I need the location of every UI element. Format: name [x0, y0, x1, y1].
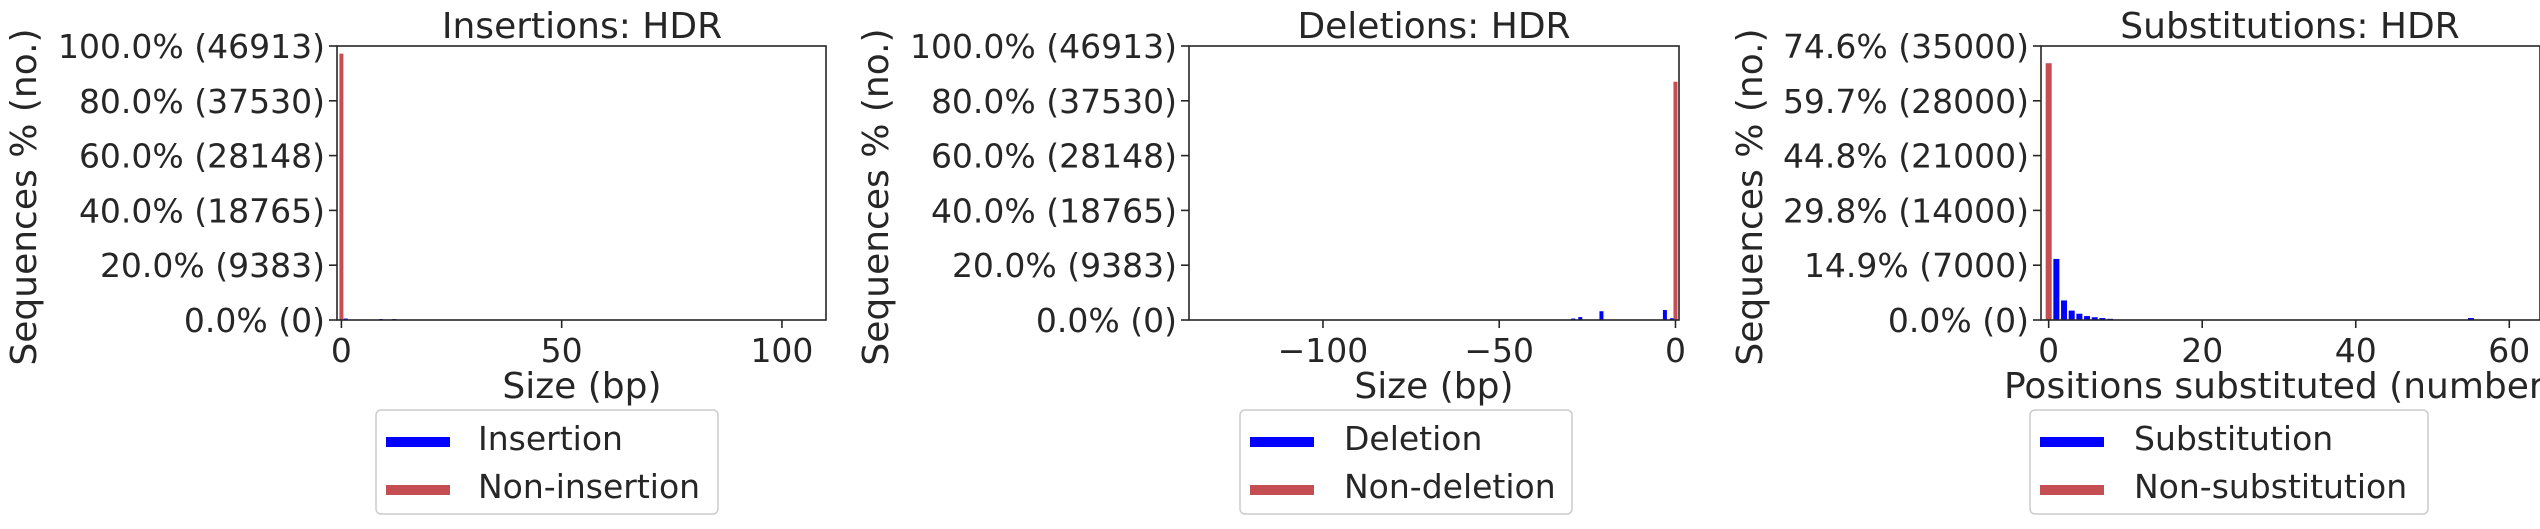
panel-deletions: Deletions: HDR Sequences % (no.) Size (b…	[856, 6, 1686, 515]
bar-deletion	[1599, 311, 1604, 320]
bar-deletion	[1669, 318, 1674, 320]
x-tick-label: 60	[2488, 331, 2530, 370]
y-axis-label: Sequences % (no.)	[1730, 28, 1771, 365]
bar-deletion	[1578, 317, 1583, 320]
legend: Insertion Non-insertion	[375, 409, 719, 515]
y-tick-label: 29.8% (14000)	[1783, 191, 2029, 230]
x-axis-label: Size (bp)	[502, 366, 661, 407]
legend-label-non-deletion: Non-deletion	[1344, 467, 1556, 506]
panel-substitutions: Substitutions: HDR Sequences % (no.) Pos…	[1730, 6, 2540, 515]
x-tick-label: 0	[2038, 331, 2059, 370]
bar-substitution	[2099, 318, 2106, 320]
legend: Substitution Non-substitution	[2029, 409, 2429, 515]
axes-frame	[2040, 45, 2540, 321]
x-tick-label: 0	[331, 331, 352, 370]
bar-substitution	[2091, 317, 2098, 320]
chart-title: Deletions: HDR	[1297, 6, 1570, 47]
legend-box	[1239, 409, 1573, 515]
panel-insertions: Insertions: HDR Sequences % (no.) Size (…	[4, 6, 827, 515]
bar-deletion	[1662, 310, 1667, 320]
axes-frame	[336, 45, 827, 321]
chart-title: Insertions: HDR	[442, 6, 722, 47]
y-tick-label: 60.0% (28148)	[79, 137, 325, 176]
legend-label-insertion: Insertion	[478, 419, 623, 458]
bar-substitution	[2068, 310, 2075, 320]
y-tick-label: 100.0% (46913)	[58, 27, 325, 66]
bar-non-insertion	[339, 53, 344, 321]
y-tick-label: 14.9% (7000)	[1804, 246, 2029, 285]
x-tick-label: 0	[1665, 331, 1686, 370]
y-tick-label: 60.0% (28148)	[931, 137, 1177, 176]
legend-box	[375, 409, 719, 515]
axes-frame	[1188, 45, 1680, 321]
legend-label-substitution: Substitution	[2134, 419, 2333, 458]
y-tick-label: 20.0% (9383)	[952, 246, 1177, 285]
x-tick-label: −100	[1278, 331, 1369, 370]
y-tick-label: 40.0% (18765)	[931, 191, 1177, 230]
y-tick-label: 0.0% (0)	[184, 301, 325, 340]
plot-area: 0.0% (0) 14.9% (7000) 29.8% (14000) 44.8% (…	[1783, 27, 2540, 370]
bar-non-deletion	[1673, 81, 1678, 320]
y-axis-label: Sequences % (no.)	[856, 28, 897, 365]
bar-substitution	[2053, 258, 2060, 320]
y-tick-label: 59.7% (28000)	[1783, 82, 2029, 121]
y-tick-label: 0.0% (0)	[1888, 301, 2029, 340]
legend: Deletion Non-deletion	[1239, 409, 1573, 515]
legend-label-non-substitution: Non-substitution	[2134, 467, 2407, 506]
bar-substitution	[2467, 318, 2474, 320]
y-tick-label: 80.0% (37530)	[79, 82, 325, 121]
y-axis-label: Sequences % (no.)	[4, 28, 45, 365]
y-tick-label: 74.6% (35000)	[1783, 27, 2029, 66]
x-tick-label: −50	[1464, 331, 1534, 370]
x-axis-label: Positions substituted (number)	[2004, 366, 2540, 407]
x-axis-label: Size (bp)	[1354, 366, 1513, 407]
y-tick-label: 80.0% (37530)	[931, 82, 1177, 121]
y-tick-label: 0.0% (0)	[1036, 301, 1177, 340]
bar-substitution	[2076, 313, 2083, 320]
chart-title: Substitutions: HDR	[2120, 6, 2459, 47]
legend-box	[2029, 409, 2429, 515]
plot-area: 0.0% (0) 20.0% (9383) 40.0% (18765) 60.0% (…	[910, 27, 1686, 370]
legend-label-non-insertion: Non-insertion	[478, 467, 700, 506]
y-tick-label: 20.0% (9383)	[100, 246, 325, 285]
x-tick-label: 100	[750, 331, 813, 370]
bar-substitution	[2084, 316, 2091, 320]
bar-non-substitution	[2045, 63, 2052, 320]
y-tick-label: 100.0% (46913)	[910, 27, 1177, 66]
legend-label-deletion: Deletion	[1344, 419, 1482, 458]
y-tick-label: 40.0% (18765)	[79, 191, 325, 230]
bar-substitution	[2061, 300, 2068, 320]
plot-area: 0.0% (0) 20.0% (9383) 40.0% (18765) 60.0% (…	[58, 27, 827, 370]
x-tick-label: 40	[2335, 331, 2377, 370]
x-tick-label: 50	[541, 331, 583, 370]
x-tick-label: 20	[2181, 331, 2223, 370]
y-tick-label: 44.8% (21000)	[1783, 137, 2029, 176]
